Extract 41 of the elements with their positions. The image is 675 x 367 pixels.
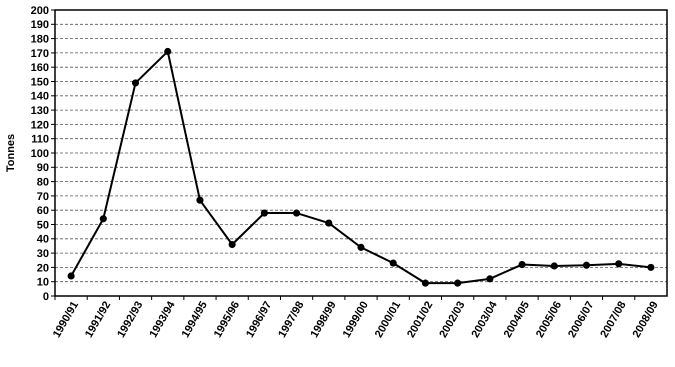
- y-tick-label: 110: [31, 134, 49, 146]
- point: [390, 260, 397, 267]
- point: [615, 260, 622, 268]
- y-tick-label: 30: [36, 248, 49, 260]
- y-tick-label: 50: [36, 219, 49, 232]
- y-tick-label: 70: [36, 190, 49, 203]
- y-tick-label: 150: [30, 76, 49, 88]
- y-tick-label: 60: [36, 205, 49, 218]
- point: [325, 220, 332, 227]
- y-tick-label: 140: [30, 90, 49, 103]
- y-tick-label: 200: [30, 4, 49, 17]
- y-tick-label: 10: [36, 276, 49, 289]
- y-tick-label: 90: [36, 162, 49, 174]
- point: [518, 260, 526, 268]
- point: [260, 210, 268, 217]
- y-tick-label: 20: [36, 262, 49, 274]
- point: [132, 79, 140, 86]
- y-tick-label: 80: [36, 176, 49, 188]
- y-tick-label: 190: [30, 19, 49, 32]
- y-tick-label: 120: [30, 119, 49, 132]
- y-tick-label: 0: [42, 290, 49, 303]
- point: [454, 280, 462, 287]
- point: [422, 280, 429, 287]
- point: [68, 272, 75, 280]
- y-tick-label: 180: [30, 33, 49, 46]
- point: [293, 210, 300, 217]
- point: [228, 240, 236, 248]
- y-axis-title: Tonnes: [5, 134, 17, 172]
- y-tick-label: 130: [30, 104, 49, 117]
- y-tick-label: 40: [36, 234, 49, 246]
- point: [164, 48, 172, 56]
- y-tick-label: 170: [30, 48, 49, 60]
- point: [486, 275, 494, 282]
- point: [196, 196, 204, 204]
- point: [550, 262, 558, 270]
- point: [100, 215, 107, 222]
- point: [582, 262, 590, 269]
- y-tick-label: 160: [30, 62, 49, 74]
- point: [647, 264, 654, 271]
- y-tick-label: 100: [30, 148, 49, 160]
- point: [357, 244, 365, 251]
